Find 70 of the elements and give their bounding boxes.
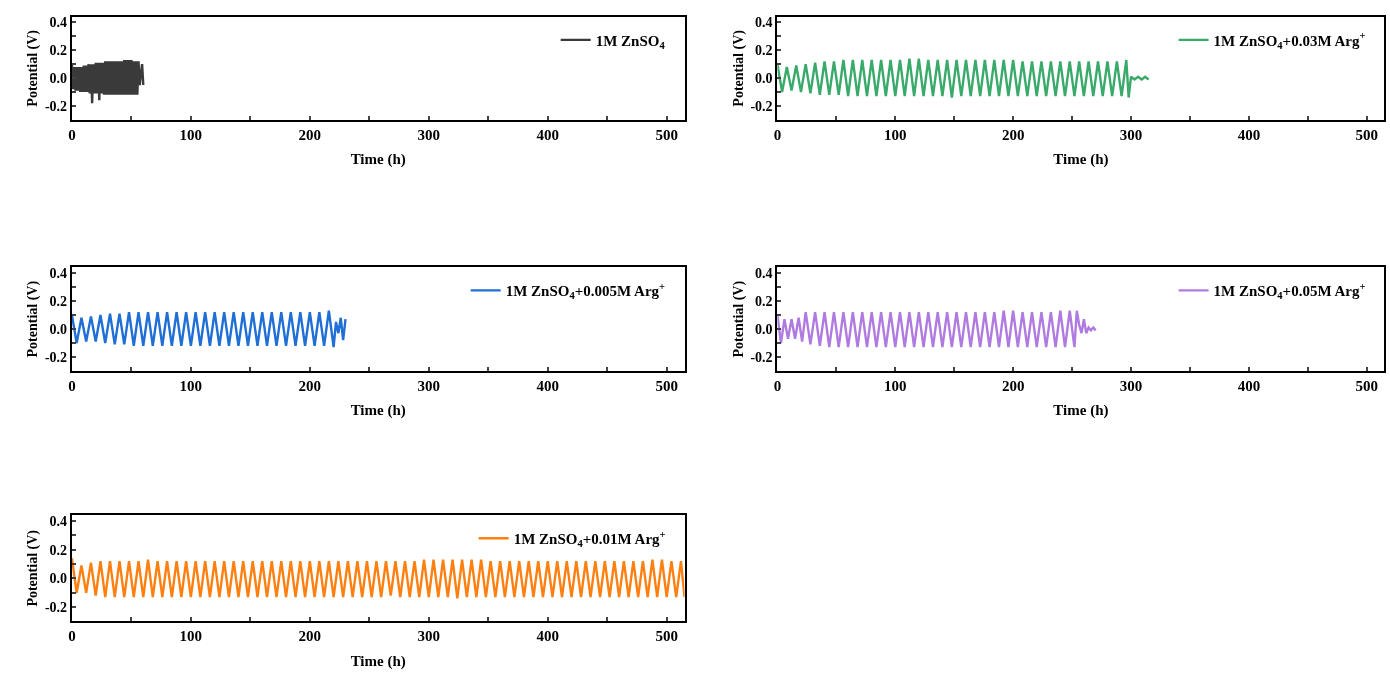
y-axis-title: Potential (V) (730, 29, 747, 107)
x-axis-title: Time (h) (350, 151, 406, 169)
x-tick-label: 300 (417, 126, 441, 143)
y-axis-title: Potential (V) (25, 29, 42, 107)
legend-label: 1M ZnSO$_{4}$+0.03M Arg$^{+}$ (1213, 30, 1366, 51)
x-tick-label: 100 (179, 628, 203, 645)
x-tick-label: 400 (536, 628, 559, 645)
y-tick-label: 0.4 (755, 15, 773, 31)
line-series (71, 557, 685, 600)
x-tick-label: 400 (536, 126, 559, 143)
legend-label: 1M ZnSO$_{4}$+0.01M Arg$^{+}$ (513, 528, 666, 550)
y-tick-label: 0.2 (49, 542, 68, 558)
y-tick-label: 0.0 (755, 70, 773, 86)
x-tick-label: 500 (1355, 126, 1379, 143)
line-series (777, 57, 1150, 99)
x-tick-label: 100 (884, 126, 907, 143)
y-tick-label: 0.4 (755, 265, 773, 281)
x-tick-label: 0 (773, 126, 782, 143)
legend-label: 1M ZnSO$_{4}$+0.005M Arg$^{+}$ (505, 280, 666, 302)
x-tick-label: 0 (773, 377, 782, 394)
x-axis-title: Time (h) (1053, 151, 1109, 169)
x-tick-label: 500 (655, 126, 678, 143)
x-tick-label: 300 (1119, 377, 1143, 394)
y-axis-title: Potential (V) (25, 529, 42, 607)
x-tick-label: 100 (179, 377, 203, 394)
y-tick-label: 0.0 (49, 70, 68, 86)
line-series (71, 58, 145, 105)
x-tick-label: 200 (1001, 377, 1025, 394)
x-tick-label: 200 (298, 628, 322, 645)
x-axis-title: Time (h) (1053, 402, 1109, 420)
x-tick-label: 200 (298, 126, 322, 143)
legend-label: 1M ZnSO$_{4}$ (595, 32, 666, 51)
y-tick-label: 0.4 (49, 15, 68, 31)
x-tick-label: 200 (298, 377, 322, 394)
x-tick-label: 400 (536, 377, 559, 394)
y-tick-label: -0.2 (44, 349, 68, 365)
x-tick-label: 100 (884, 377, 907, 394)
x-tick-label: 500 (1355, 377, 1379, 394)
y-tick-label: 0.4 (49, 265, 68, 281)
y-tick-label: -0.2 (44, 98, 68, 114)
y-tick-label: 0.2 (49, 293, 68, 309)
x-axis-title: Time (h) (350, 402, 406, 420)
y-tick-label: -0.2 (750, 98, 773, 114)
y-tick-label: 0.2 (755, 293, 773, 309)
x-tick-label: 300 (1119, 126, 1143, 143)
y-tick-label: 0.2 (49, 43, 68, 59)
x-tick-label: 200 (1001, 126, 1025, 143)
x-tick-label: 0 (68, 377, 76, 394)
y-tick-label: 0.0 (49, 321, 68, 337)
x-tick-label: 400 (1237, 377, 1261, 394)
y-tick-label: 0.2 (755, 43, 773, 59)
x-tick-label: 300 (417, 377, 441, 394)
x-axis-title: Time (h) (350, 652, 406, 670)
x-tick-label: 100 (179, 126, 203, 143)
y-axis-title: Potential (V) (730, 280, 747, 358)
x-tick-label: 400 (1237, 126, 1261, 143)
y-axis-title: Potential (V) (25, 280, 42, 358)
y-tick-label: -0.2 (44, 600, 68, 615)
x-tick-label: 500 (655, 628, 678, 645)
y-tick-label: -0.2 (750, 349, 773, 365)
line-series (777, 309, 1097, 349)
y-tick-label: 0.4 (49, 513, 68, 529)
x-tick-label: 0 (68, 126, 76, 143)
x-tick-label: 500 (655, 377, 678, 394)
line-series (71, 309, 347, 349)
x-tick-label: 300 (417, 628, 441, 645)
y-tick-label: 0.0 (49, 571, 68, 587)
legend-label: 1M ZnSO$_{4}$+0.05M Arg$^{+}$ (1213, 280, 1366, 302)
y-tick-label: 0.0 (755, 321, 773, 337)
x-tick-label: 0 (68, 628, 76, 645)
